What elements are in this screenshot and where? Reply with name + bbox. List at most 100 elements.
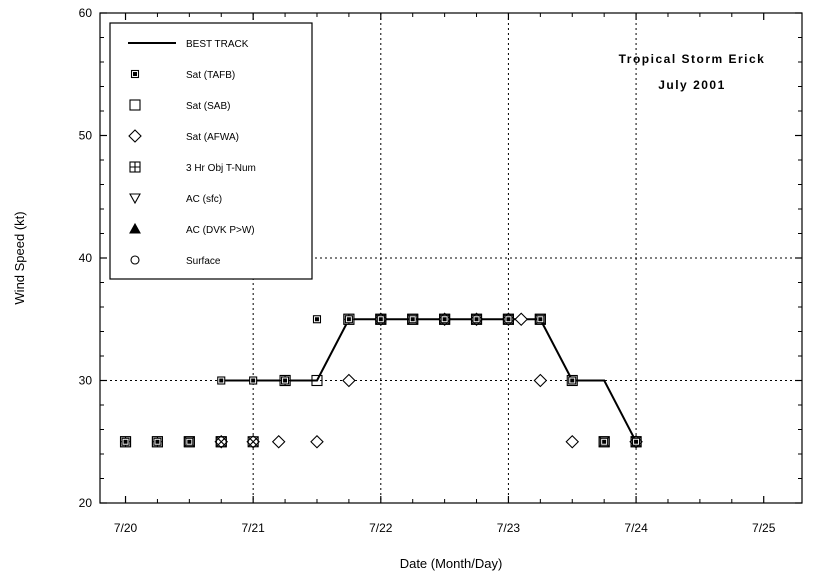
marker-square — [534, 313, 546, 325]
data-point-small-filled-square — [217, 376, 226, 385]
marker-triangle-down — [129, 193, 141, 205]
marker-square — [247, 436, 259, 448]
legend-label: AC (DVK P>W) — [186, 225, 255, 236]
marker-square — [470, 313, 483, 325]
marker-square — [598, 436, 610, 448]
data-point-open-diamond — [342, 373, 356, 388]
data-point-small-filled-square — [472, 315, 481, 324]
marker-fill — [123, 439, 128, 444]
data-point-small-filled-square — [281, 376, 290, 385]
data-point-open-diamond — [271, 434, 286, 449]
legend-label: Sat (TAFB) — [186, 70, 235, 81]
marker-square — [407, 313, 419, 325]
legend-entries: BEST TRACK Sat (TAFB) Sat (SAB) Sat (AFWA) 3… — [128, 39, 256, 267]
legend-entry: BEST TRACK — [128, 39, 249, 50]
data-point-small-filled-square — [121, 437, 130, 446]
legend-marker-filled-triangle-up — [129, 222, 141, 234]
data-point-small-filled-square — [376, 315, 385, 324]
y-tick-label: 30 — [79, 374, 93, 388]
data-point-small-filled-square — [600, 437, 609, 446]
x-axis-title: Date (Month/Day) — [400, 556, 503, 571]
data-point-open-diamond — [565, 434, 580, 449]
legend-marker-small-filled-square — [130, 69, 140, 79]
y-tick-label: 60 — [79, 6, 93, 20]
marker-x — [247, 436, 259, 448]
x-tick-label: 7/24 — [624, 521, 648, 535]
x-tick-label: 7/21 — [241, 521, 265, 535]
data-point-open-diamond — [533, 373, 548, 388]
x-tick-label: 7/22 — [369, 521, 393, 535]
legend-marker-plus-square — [129, 161, 141, 173]
data-point-small-filled-square — [185, 437, 194, 446]
legend-label: BEST TRACK — [186, 39, 249, 50]
data-point-small-filled-square — [568, 376, 577, 385]
data-point-open-square — [311, 374, 323, 387]
marker-diamond — [310, 434, 324, 449]
legend-label: AC (sfc) — [186, 194, 222, 205]
marker-fill — [474, 317, 479, 322]
axis-ticks — [100, 12, 802, 504]
marker-fill — [410, 317, 415, 322]
marker-square — [502, 313, 514, 325]
marker-square — [183, 436, 195, 448]
marker-fill — [219, 378, 224, 383]
y-axis-title: Wind Speed (kt) — [12, 211, 27, 304]
legend-label: Sat (SAB) — [186, 101, 230, 112]
legend-marker-open-triangle-down — [129, 193, 141, 205]
x-tick-label: 7/25 — [752, 521, 776, 535]
marker-circle — [130, 255, 140, 265]
marker-square — [311, 374, 323, 387]
data-point-small-filled-square — [153, 437, 162, 446]
marker-fill — [346, 317, 351, 322]
marker-series — [119, 312, 643, 449]
legend-entry: 3 Hr Obj T-Num — [129, 161, 256, 174]
legend-entry: Sat (TAFB) — [130, 69, 235, 81]
marker-fill — [634, 439, 639, 444]
marker-square — [375, 313, 387, 325]
marker-square — [129, 99, 141, 111]
marker-diamond — [565, 434, 580, 449]
marker-x — [215, 436, 227, 448]
marker-fill — [251, 378, 256, 383]
legend: BEST TRACK Sat (TAFB) Sat (SAB) Sat (AFWA) 3… — [109, 22, 313, 280]
data-point-small-filled-square — [536, 315, 545, 324]
marker-square — [630, 436, 642, 448]
legend-label: 3 Hr Obj T-Num — [186, 163, 256, 174]
y-tick-label: 20 — [79, 496, 93, 510]
marker-triangle-up — [129, 222, 141, 234]
data-point-open-diamond — [310, 434, 324, 449]
annotation-storm-name: Tropical Storm Erick — [619, 52, 766, 66]
legend-label: Sat (AFWA) — [186, 132, 239, 143]
marker-square — [215, 436, 227, 448]
marker-fill — [283, 378, 288, 383]
marker-fill — [570, 378, 575, 383]
data-point-x-square — [247, 436, 259, 448]
legend-label: Surface — [186, 256, 221, 267]
legend-entry: Sat (AFWA) — [128, 129, 239, 143]
data-point-x-square — [215, 436, 227, 448]
marker-fill — [155, 439, 160, 444]
y-tick-label: 40 — [79, 251, 93, 265]
marker-fill — [442, 317, 447, 322]
legend-entry: Surface — [130, 255, 221, 267]
marker-fill — [506, 317, 511, 322]
legend-box — [109, 22, 313, 280]
marker-fill — [538, 317, 543, 322]
data-point-small-filled-square — [408, 315, 417, 324]
marker-fill — [187, 439, 192, 444]
legend-marker-open-square — [129, 99, 141, 111]
data-point-open-square — [566, 374, 578, 387]
legend-marker-open-circle — [130, 255, 140, 265]
data-point-small-filled-square — [632, 437, 641, 446]
y-tick-label: 50 — [79, 129, 93, 143]
data-point-small-filled-square — [504, 315, 513, 324]
data-point-small-filled-square — [249, 376, 258, 385]
legend-entry: AC (sfc) — [129, 193, 222, 205]
legend-entry: AC (DVK P>W) — [129, 222, 255, 236]
x-tick-label: 7/23 — [497, 521, 521, 535]
marker-diamond — [342, 373, 356, 388]
marker-square — [566, 374, 578, 387]
data-point-small-filled-square — [440, 315, 449, 324]
marker-diamond — [271, 434, 286, 449]
